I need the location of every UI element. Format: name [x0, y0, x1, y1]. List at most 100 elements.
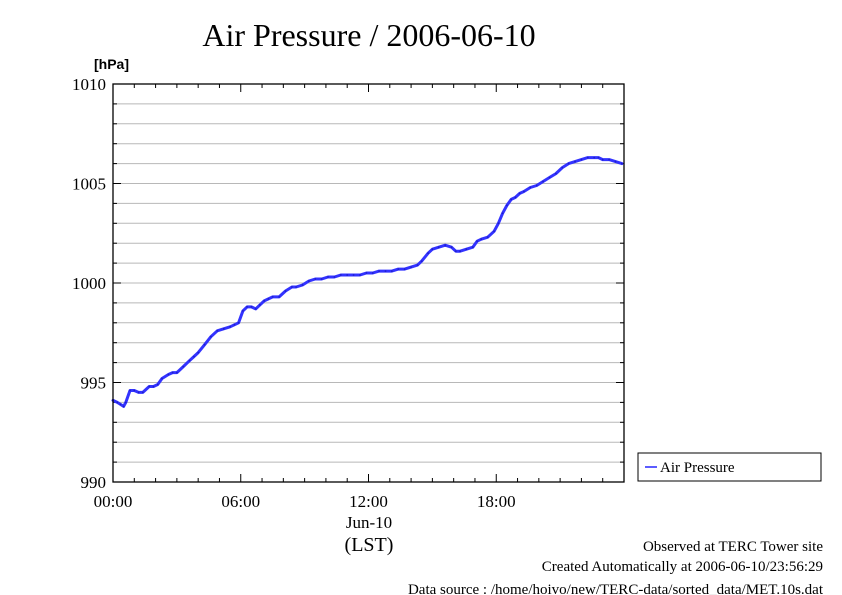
data-point — [371, 272, 374, 274]
data-point — [161, 377, 163, 380]
plot-frame — [112, 83, 625, 483]
data-point — [601, 158, 604, 161]
data-point — [295, 286, 297, 288]
data-point — [237, 321, 240, 324]
data-point — [291, 286, 293, 288]
data-point — [193, 355, 195, 358]
data-point — [471, 246, 474, 249]
data-point — [250, 306, 253, 308]
data-point — [271, 296, 274, 298]
data-point — [242, 310, 244, 312]
data-point — [259, 304, 261, 306]
data-point — [542, 180, 544, 183]
data-point — [450, 246, 453, 249]
data-point — [122, 405, 125, 408]
data-point — [501, 212, 504, 215]
data-point — [397, 268, 400, 270]
data-point — [182, 365, 185, 368]
series-line-air-pressure — [111, 156, 624, 408]
data-point — [278, 296, 280, 298]
data-point — [233, 323, 236, 326]
data-point — [152, 385, 155, 388]
data-point — [506, 204, 508, 207]
x-tick-label: 00:00 — [94, 492, 133, 511]
data-point — [555, 172, 557, 175]
data-point — [454, 250, 457, 253]
y-tick-label: 1005 — [72, 175, 106, 194]
data-point — [567, 162, 570, 165]
data-point — [608, 158, 610, 161]
data-point — [137, 391, 140, 394]
data-point — [561, 166, 564, 169]
data-point — [352, 274, 355, 276]
grid-lines — [113, 103, 624, 463]
data-point — [597, 156, 600, 159]
data-point — [176, 371, 178, 374]
data-point — [621, 162, 623, 165]
data-point — [167, 373, 170, 376]
data-point — [431, 248, 434, 251]
data-point — [171, 371, 174, 374]
data-point — [593, 156, 596, 159]
footer-site-note: Observed at TERC Tower site — [643, 539, 823, 555]
data-point — [518, 192, 521, 195]
data-point — [493, 230, 495, 233]
data-point — [339, 274, 342, 276]
data-point — [263, 300, 266, 302]
data-point — [497, 222, 500, 225]
x-axis-date-label: Jun-10 — [346, 513, 392, 532]
data-point — [222, 327, 225, 330]
data-point — [378, 270, 380, 272]
data-point — [301, 284, 304, 286]
y-tick-label: 990 — [81, 473, 107, 492]
data-point — [459, 250, 461, 253]
y-tick-label: 1000 — [72, 274, 106, 293]
data-point — [216, 329, 219, 332]
y-axis-unit-label: [hPa] — [94, 56, 129, 72]
data-point — [365, 272, 368, 274]
data-point — [437, 246, 440, 249]
data-point — [384, 270, 387, 272]
data-point — [465, 248, 468, 251]
data-point — [203, 343, 206, 346]
data-point — [119, 403, 122, 406]
data-point — [416, 264, 419, 266]
data-point — [156, 383, 159, 386]
data-point — [346, 274, 349, 276]
legend-box — [637, 452, 822, 482]
data-point — [510, 198, 513, 201]
data-point — [333, 276, 336, 278]
data-point — [141, 391, 144, 394]
data-point — [444, 244, 447, 247]
legend-label: Air Pressure — [660, 460, 735, 476]
data-point — [523, 190, 525, 193]
data-point — [614, 160, 617, 163]
data-point — [514, 196, 517, 199]
data-point — [188, 359, 191, 362]
data-point — [327, 276, 329, 278]
x-tick-label: 12:00 — [349, 492, 388, 511]
x-axis-title: (LST) — [345, 534, 394, 556]
chart-title: Air Pressure / 2006-06-10 — [202, 17, 535, 53]
x-tick-label: 18:00 — [477, 492, 516, 511]
data-point — [320, 278, 323, 280]
data-point — [548, 176, 551, 179]
series-layer — [111, 156, 624, 408]
data-point — [427, 252, 429, 255]
y-tick-label: 995 — [81, 374, 107, 393]
data-point — [148, 385, 151, 388]
data-point — [476, 240, 478, 243]
data-point — [133, 389, 136, 392]
data-point — [391, 270, 393, 272]
data-point — [580, 158, 583, 161]
legend: Air Pressure — [637, 452, 822, 482]
data-point — [129, 389, 131, 392]
data-point — [574, 160, 576, 163]
data-point — [124, 401, 127, 404]
data-point — [314, 278, 317, 280]
y-axis-ticks: 990 995 1000 1005 1010 — [72, 75, 624, 492]
data-point — [267, 298, 270, 300]
data-point — [284, 290, 287, 292]
x-axis-ticks: 00:00 06:00 12:00 18:00 — [94, 84, 625, 511]
data-point — [586, 156, 589, 159]
